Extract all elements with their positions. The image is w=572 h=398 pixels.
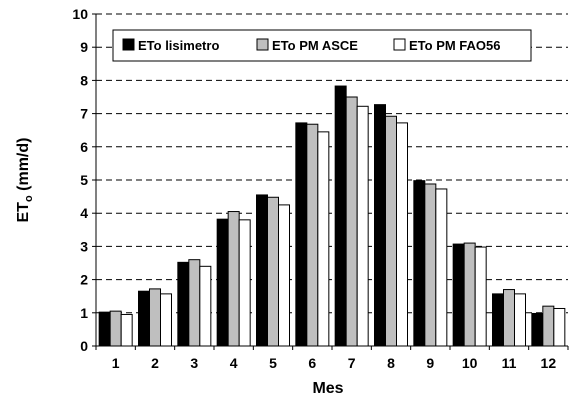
bar	[542, 305, 555, 347]
x-tick-label: 12	[541, 355, 557, 371]
x-axis-label: Mes	[312, 380, 343, 397]
x-tick-label: 1	[112, 355, 120, 371]
x-tick-label: 6	[308, 355, 316, 371]
bar	[345, 96, 358, 347]
y-tick-label: 7	[80, 106, 88, 122]
x-tick-label: 10	[462, 355, 478, 371]
bar	[138, 290, 150, 347]
legend-swatch	[256, 38, 269, 51]
legend-label: ETo PM FAO56	[409, 38, 501, 53]
bar	[514, 293, 526, 347]
bar	[317, 131, 330, 347]
bar	[463, 242, 476, 347]
bar	[385, 115, 397, 347]
y-tick-label: 4	[80, 205, 88, 221]
bar	[238, 219, 251, 347]
legend-label: ETo PM ASCE	[272, 38, 358, 53]
x-tick-label: 4	[230, 355, 238, 371]
bar	[160, 293, 172, 347]
x-ticks: 1 2 3 4 5 6 7 8 9 10 11 12	[95, 346, 569, 371]
legend-box	[112, 29, 532, 62]
legend-swatch	[122, 38, 135, 51]
bar	[424, 183, 437, 347]
y-axis-label-main: ET	[15, 202, 32, 223]
y-axis-label: ETo (mm/d)	[15, 138, 35, 223]
bar	[267, 196, 279, 347]
legend-swatch	[393, 38, 406, 51]
y-tick-label: 8	[80, 72, 88, 88]
bar	[374, 104, 386, 347]
bar	[396, 122, 408, 347]
bar	[295, 122, 308, 347]
y-ticks: 0 1 2 3 4 5 6 7 8 9 10	[72, 6, 96, 354]
bar	[98, 311, 111, 347]
x-tick-label: 7	[348, 355, 356, 371]
x-tick-label: 2	[151, 355, 159, 371]
bar	[435, 188, 448, 347]
y-axis-label-subscript: o	[23, 195, 35, 202]
y-tick-label: 3	[80, 238, 88, 254]
bar	[256, 194, 268, 347]
bar	[216, 218, 229, 347]
y-tick-label: 10	[72, 6, 88, 22]
y-tick-label: 5	[80, 172, 88, 188]
bar	[452, 243, 465, 347]
y-tick-label: 9	[80, 39, 88, 55]
legend: ETo lisimetro ETo PM ASCE ETo PM FAO56	[112, 29, 532, 62]
bar	[413, 180, 426, 347]
bar	[109, 310, 122, 347]
bar	[188, 259, 201, 347]
bar	[553, 307, 566, 347]
y-axis-label-unit: (mm/d)	[15, 138, 32, 196]
bar	[306, 123, 319, 347]
x-tick-label: 8	[387, 355, 395, 371]
legend-label: ETo lisimetro	[138, 38, 219, 53]
bar	[199, 265, 212, 347]
bar	[177, 261, 190, 347]
bar	[120, 313, 133, 347]
y-tick-label: 2	[80, 272, 88, 288]
bar	[474, 246, 487, 347]
y-tick-label: 6	[80, 139, 88, 155]
x-tick-label: 3	[190, 355, 198, 371]
x-tick-label: 5	[269, 355, 277, 371]
bar	[531, 312, 544, 347]
bar	[334, 85, 347, 347]
y-tick-label: 1	[80, 305, 88, 321]
bar	[149, 288, 161, 347]
bar	[227, 211, 240, 347]
y-tick-label: 0	[80, 338, 88, 354]
bar	[503, 289, 515, 347]
bars-layer	[98, 85, 566, 347]
bar	[278, 204, 290, 347]
x-tick-label: 9	[426, 355, 434, 371]
bar	[492, 293, 504, 347]
x-tick-label: 11	[502, 355, 517, 371]
bar	[356, 105, 369, 347]
